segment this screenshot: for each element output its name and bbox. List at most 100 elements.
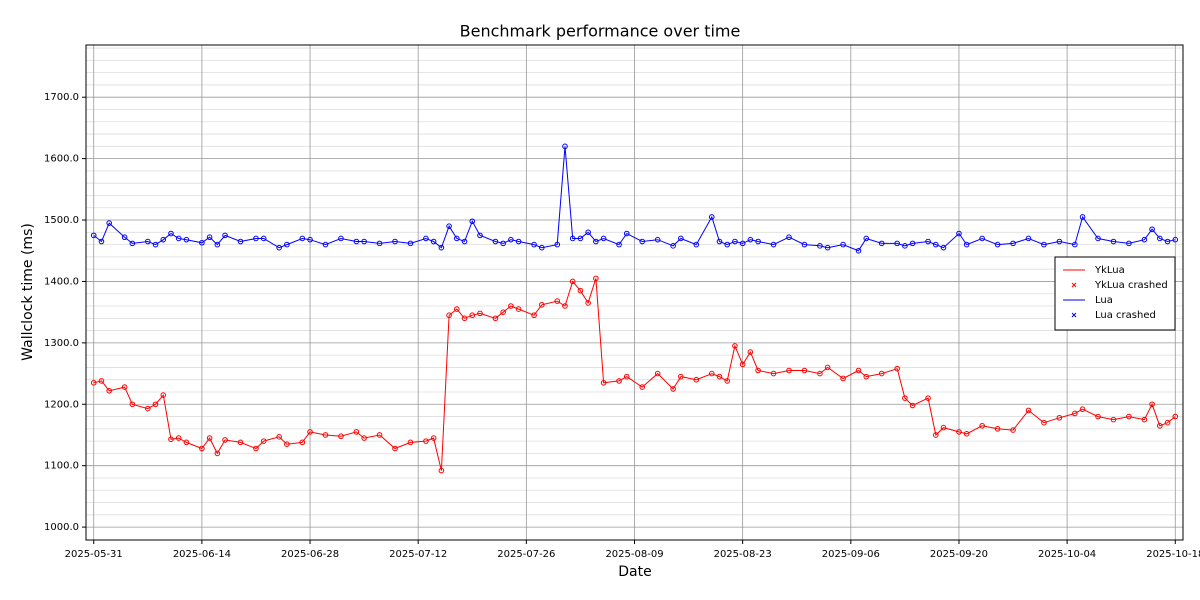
data-point [1041, 241, 1047, 248]
data-point [770, 370, 777, 377]
data-point [361, 238, 367, 245]
y-tick-label: 1100.0 [44, 461, 79, 472]
data-point [963, 241, 970, 248]
data-point [237, 238, 244, 245]
data-point [956, 429, 962, 435]
data-point [747, 236, 754, 243]
data-point [693, 241, 700, 248]
data-point [152, 401, 159, 408]
y-tick-label: 1600.0 [44, 154, 79, 165]
data-point [863, 373, 870, 380]
data-point [392, 445, 398, 452]
data-point [222, 437, 228, 443]
y-axis-label: Wallclock time (ms) [20, 223, 36, 361]
data-point [994, 241, 1001, 248]
data-point [562, 143, 568, 150]
data-point [423, 438, 429, 444]
data-point [407, 240, 414, 247]
data-point [654, 370, 661, 377]
data-point [500, 309, 506, 315]
y-tick-label: 1300.0 [44, 338, 79, 349]
data-point [1110, 238, 1117, 245]
data-point [98, 378, 105, 384]
data-point [168, 230, 174, 237]
data-point [863, 235, 870, 242]
data-point [338, 235, 344, 242]
data-point [801, 367, 808, 374]
data-point [454, 235, 460, 242]
data-point [585, 229, 591, 236]
data-point [353, 238, 360, 245]
data-point [1041, 419, 1047, 426]
data-point [121, 234, 128, 241]
data-point [878, 240, 885, 247]
data-point [446, 223, 452, 229]
data-point [106, 387, 112, 394]
x-tick-label: 2025-10-04 [1038, 549, 1096, 560]
data-point [739, 240, 746, 247]
data-point [623, 230, 630, 237]
data-point [855, 247, 862, 254]
data-point [508, 303, 514, 309]
data-point [1056, 414, 1063, 421]
data-point [199, 239, 205, 246]
x-tick-label: 2025-06-28 [281, 549, 339, 560]
series-line [93, 146, 1176, 252]
data-point [477, 310, 483, 317]
data-point [824, 364, 831, 371]
data-point [276, 244, 282, 251]
x-tick-label: 2025-05-31 [65, 549, 123, 560]
data-point [732, 238, 738, 245]
data-point [284, 441, 290, 447]
data-point [392, 238, 398, 245]
y-tick-label: 1200.0 [44, 399, 79, 410]
x-tick-label: 2025-06-14 [173, 549, 231, 560]
data-point [531, 312, 537, 319]
data-point [925, 395, 931, 401]
legend-marker [1071, 282, 1077, 288]
data-point [299, 235, 306, 242]
data-point [222, 232, 228, 239]
legend-marker [1071, 312, 1077, 318]
data-point [801, 241, 808, 248]
data-point [786, 367, 792, 374]
y-tick-label: 1400.0 [44, 276, 79, 287]
data-point [708, 214, 715, 220]
data-point [623, 373, 630, 380]
data-point [237, 439, 244, 446]
data-point [1079, 406, 1086, 412]
data-point [438, 244, 445, 251]
data-point [909, 402, 916, 409]
legend-label: YkLua crashed [1094, 280, 1168, 291]
data-point [894, 240, 900, 247]
data-point [747, 349, 754, 355]
data-point [515, 238, 522, 245]
x-tick-label: 2025-08-09 [605, 549, 663, 560]
data-point [670, 386, 676, 392]
x-tick-label: 2025-08-23 [714, 549, 772, 560]
legend-label: YkLua [1094, 265, 1125, 276]
data-point [500, 240, 506, 247]
data-point [90, 232, 97, 239]
legend-label: Lua [1095, 295, 1113, 306]
data-point [1025, 235, 1032, 242]
data-point [183, 439, 190, 446]
data-point [585, 300, 591, 306]
data-point [214, 450, 221, 457]
data-point [940, 244, 947, 251]
data-point [817, 243, 823, 249]
data-point [755, 238, 761, 245]
data-point [376, 432, 383, 438]
data-point [454, 306, 460, 312]
data-point [593, 275, 599, 282]
data-point [693, 376, 700, 383]
data-point [206, 234, 213, 241]
data-point [716, 373, 723, 380]
data-point [562, 303, 568, 309]
data-point [469, 218, 476, 225]
data-point [1164, 238, 1171, 245]
data-point [515, 306, 522, 312]
data-point [979, 422, 985, 429]
data-point [678, 373, 684, 380]
data-point [878, 370, 885, 377]
